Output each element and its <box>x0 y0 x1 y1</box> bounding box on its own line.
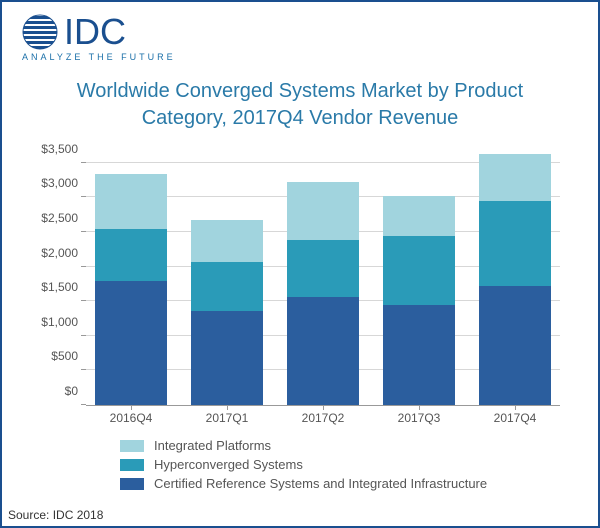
y-tick <box>81 404 86 405</box>
bar-segment <box>95 281 167 405</box>
legend-swatch <box>120 440 144 452</box>
bar-group: 2017Q1 <box>191 220 263 405</box>
bar-segment <box>191 311 263 405</box>
logo-text: IDC <box>64 14 126 50</box>
legend-swatch <box>120 459 144 471</box>
bar-group: 2017Q2 <box>287 182 359 405</box>
x-axis-label: 2017Q4 <box>479 411 551 425</box>
legend-item: Certified Reference Systems and Integrat… <box>120 476 487 491</box>
y-axis-label: $2,500 <box>41 211 78 225</box>
y-axis-label: $500 <box>51 349 78 363</box>
bar-segment <box>479 286 551 405</box>
plot-area: $0$500$1,000$1,500$2,000$2,500$3,000$3,5… <box>86 150 560 406</box>
y-axis-label: $3,500 <box>41 142 78 156</box>
bar-segment <box>95 174 167 229</box>
y-tick <box>81 369 86 370</box>
bar-segment <box>287 240 359 297</box>
x-axis-label: 2017Q3 <box>383 411 455 425</box>
legend-label: Certified Reference Systems and Integrat… <box>154 476 487 491</box>
legend-swatch <box>120 478 144 490</box>
legend-label: Hyperconverged Systems <box>154 457 303 472</box>
y-axis-label: $1,000 <box>41 315 78 329</box>
bar-segment <box>287 297 359 405</box>
x-axis-label: 2016Q4 <box>95 411 167 425</box>
legend-label: Integrated Platforms <box>154 438 271 453</box>
logo-tagline: ANALYZE THE FUTURE <box>22 52 176 62</box>
y-axis-label: $1,500 <box>41 280 78 294</box>
legend-item: Integrated Platforms <box>120 438 487 453</box>
bar-group: 2017Q3 <box>383 196 455 405</box>
y-tick <box>81 266 86 267</box>
x-tick <box>419 405 420 410</box>
legend-item: Hyperconverged Systems <box>120 457 487 472</box>
bar-segment <box>191 220 263 263</box>
chart-title: Worldwide Converged Systems Market by Pr… <box>0 78 600 132</box>
x-tick <box>515 405 516 410</box>
bar-segment <box>383 305 455 405</box>
y-axis-label: $2,000 <box>41 246 78 260</box>
bar-segment <box>383 196 455 236</box>
legend: Integrated Platforms Hyperconverged Syste… <box>120 438 487 495</box>
y-tick <box>81 300 86 301</box>
bar-segment <box>479 201 551 286</box>
bar-segment <box>383 236 455 305</box>
bar-group: 2017Q4 <box>479 154 551 405</box>
y-tick <box>81 162 86 163</box>
y-axis-label: $0 <box>65 384 78 398</box>
idc-logo: IDC ANALYZE THE FUTURE <box>22 14 176 62</box>
bar-segment <box>287 182 359 240</box>
x-tick <box>323 405 324 410</box>
bar-segment <box>479 154 551 201</box>
bar-group: 2016Q4 <box>95 174 167 405</box>
y-tick <box>81 335 86 336</box>
globe-icon <box>22 14 58 50</box>
source-attribution: Source: IDC 2018 <box>8 508 103 522</box>
y-tick <box>81 231 86 232</box>
y-axis-label: $3,000 <box>41 176 78 190</box>
y-tick <box>81 196 86 197</box>
x-axis-label: 2017Q1 <box>191 411 263 425</box>
bar-segment <box>95 229 167 281</box>
x-tick <box>131 405 132 410</box>
bar-segment <box>191 262 263 310</box>
x-axis-label: 2017Q2 <box>287 411 359 425</box>
x-tick <box>227 405 228 410</box>
revenue-chart: $0$500$1,000$1,500$2,000$2,500$3,000$3,5… <box>30 150 570 430</box>
